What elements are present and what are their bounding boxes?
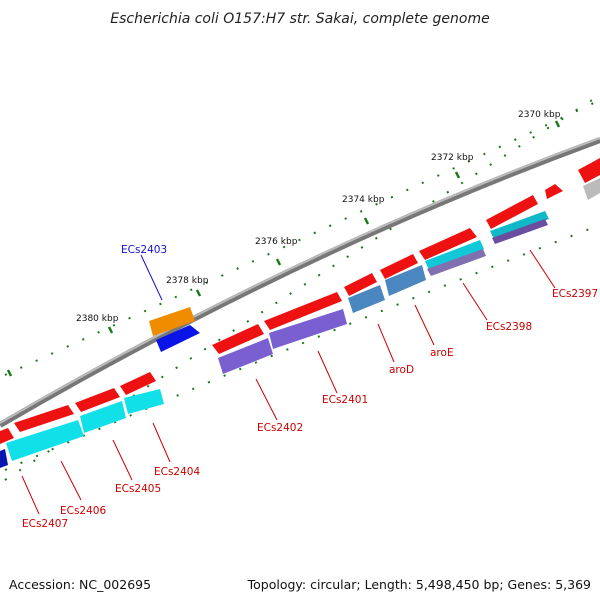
cds-feature <box>419 228 477 260</box>
major-tick <box>6 369 13 377</box>
tick-label-2372: 2372 kbp <box>431 153 474 163</box>
major-tick <box>195 289 202 297</box>
tick-label-2376: 2376 kbp <box>255 237 298 247</box>
gene-bar <box>348 285 385 313</box>
gene-label-arod: aroD <box>389 364 414 376</box>
gene-label-ecs2398: ECs2398 <box>486 321 532 333</box>
gene-label-aroe: aroE <box>430 347 454 359</box>
gene-label-ecs2403: ECs2403 <box>121 244 167 256</box>
gene-label-ecs2397: ECs2397 <box>552 288 598 300</box>
gene-label-ecs2402: ECs2402 <box>257 422 303 434</box>
gene-label-ecs2401: ECs2401 <box>322 394 368 406</box>
gene-bar <box>218 338 273 374</box>
map-title: Escherichia coli O157:H7 str. Sakai, com… <box>110 11 489 27</box>
major-tick <box>107 326 114 334</box>
cds-feature <box>545 184 563 199</box>
cds-feature <box>75 388 120 412</box>
gene-bar <box>80 401 126 433</box>
cds-feature <box>344 273 377 296</box>
gene-label-ecs2404: ECs2404 <box>154 466 200 478</box>
gene-bar <box>492 219 548 244</box>
major-ticks <box>6 120 561 377</box>
gene-label-ecs2407: ECs2407 <box>22 518 68 530</box>
gene-bar <box>6 420 84 461</box>
gene-bar <box>425 240 484 270</box>
cds-feature <box>264 292 342 330</box>
tick-label-2374: 2374 kbp <box>342 195 385 205</box>
cds-feature <box>14 405 74 432</box>
genome-backbone <box>0 137 600 428</box>
forward-cds-track <box>0 158 600 444</box>
gene-bar <box>0 449 8 468</box>
cds-feature <box>380 254 418 279</box>
gene-bar <box>385 265 426 296</box>
gene-bar <box>269 309 347 349</box>
label-leader-line-blue <box>140 254 163 301</box>
cds-feature <box>0 428 14 444</box>
major-tick <box>363 217 370 225</box>
gene-bar <box>124 389 164 414</box>
gene-bar <box>583 178 600 200</box>
major-tick <box>554 120 561 128</box>
tick-label-2378: 2378 kbp <box>166 276 209 286</box>
gene-label-ecs2405: ECs2405 <box>115 483 161 495</box>
cds-feature <box>578 158 600 183</box>
gene-feature-orange <box>149 307 195 336</box>
cds-feature <box>212 324 264 354</box>
cds-feature <box>120 372 156 395</box>
accession-label: Accession: NC_002695 <box>9 577 152 592</box>
gene-bar <box>490 211 549 239</box>
gene-category-track <box>0 178 600 468</box>
tick-label-2370: 2370 kbp <box>518 110 561 120</box>
major-tick <box>454 171 461 179</box>
label-leader-lines <box>21 249 556 515</box>
outer-scale-ring <box>4 99 600 376</box>
gene-feature-blue <box>156 325 200 352</box>
genome-summary: Topology: circular; Length: 5,498,450 bp… <box>247 577 591 592</box>
major-tick <box>275 258 282 266</box>
gene-label-ecs2406: ECs2406 <box>60 505 106 517</box>
gene-bar <box>427 249 486 276</box>
tick-label-2380: 2380 kbp <box>76 314 119 324</box>
cds-feature <box>486 195 538 229</box>
